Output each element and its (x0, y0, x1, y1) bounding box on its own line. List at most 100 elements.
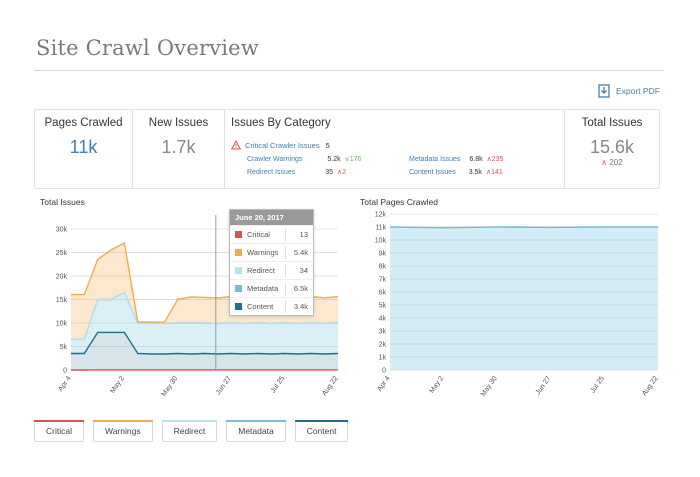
x-tick-label: May 30 (161, 375, 180, 398)
tooltip-row-value: 3.4k (293, 302, 308, 311)
category-delta: ∧2 (337, 169, 347, 176)
area-content (71, 332, 338, 370)
pages-crawled-chart-title: Total Pages Crawled (360, 197, 438, 207)
x-tick-label: Apr 4 (376, 375, 391, 393)
tooltip-row-value: 6.5k (293, 284, 308, 293)
y-tick-label: 9k (379, 251, 387, 258)
warnings-swatch (235, 249, 242, 256)
category-delta: ∧235 (486, 156, 504, 163)
tooltip-date: June 20, 2017 (230, 210, 313, 225)
total-issues-stat[interactable]: Total Issues 15.6k ∧ 202 (565, 110, 659, 188)
export-pdf-label: Export PDF (616, 86, 660, 96)
y-tick-label: 20k (56, 274, 68, 281)
x-tick-label: Jul 25 (590, 375, 607, 394)
y-tick-label: 11k (375, 225, 386, 232)
y-tick-label: 10k (56, 321, 68, 328)
legend-redirect[interactable]: Redirect (161, 420, 218, 442)
tooltip-row-redirect: Redirect 34 (230, 261, 313, 279)
line-content (71, 331, 339, 355)
line-pages-crawled (389, 226, 658, 229)
x-tick-label: Jun 27 (535, 375, 553, 396)
category-row-redirect-issues[interactable]: Redirect Issues 35 ∧2 (247, 168, 347, 177)
title-divider (34, 70, 664, 71)
x-tick-label: Aug 22 (641, 375, 660, 397)
y-tick-label: 8k (379, 264, 387, 271)
tooltip-row-metadata: Metadata 6.5k (230, 279, 313, 297)
y-tick-label: 0 (382, 368, 386, 375)
tooltip-row-content: Content 3.4k (230, 297, 313, 315)
critical-crawler-issues-value: 5 (325, 140, 330, 150)
y-tick-label: 4k (379, 316, 387, 323)
x-tick-label: May 30 (480, 375, 499, 398)
x-tick-label: Jun 27 (215, 375, 233, 396)
chevron-up-icon: ∧ (337, 169, 343, 176)
y-tick-label: 25k (56, 250, 68, 257)
category-row-metadata-issues[interactable]: Metadata Issues 6.8k ∧235 (409, 155, 504, 164)
download-pdf-icon (598, 84, 610, 98)
x-tick-label: Aug 22 (321, 375, 340, 397)
category-name: Metadata Issues (409, 155, 461, 163)
x-tick-label: May 2 (109, 375, 126, 395)
x-tick-label: May 2 (429, 375, 446, 395)
metadata-swatch (235, 285, 242, 292)
category-delta: ∨176 (344, 156, 362, 163)
y-tick-label: 1k (379, 355, 387, 362)
redirect-swatch (235, 267, 242, 274)
stats-panel: Pages Crawled 11k New Issues 1.7k Issues… (34, 109, 660, 189)
y-tick-label: 7k (379, 277, 387, 284)
critical-crawler-issues-link[interactable]: Critical Crawler Issues 5 (231, 140, 330, 150)
issues-by-category-stat: Issues By Category Critical Crawler Issu… (225, 110, 565, 188)
tooltip-row-critical: Critical 13 (230, 225, 313, 243)
chart-legend: Critical Warnings Redirect Metadata Cont… (34, 420, 349, 442)
tooltip-row-value: 5.4k (293, 248, 308, 257)
legend-critical[interactable]: Critical (34, 420, 84, 442)
category-row-crawler-warnings[interactable]: Crawler Warnings 5.2k ∨176 (247, 155, 362, 164)
chevron-up-icon: ∧ (601, 158, 608, 167)
pages-crawled-label: Pages Crawled (44, 117, 123, 129)
y-tick-label: 12k (375, 212, 387, 219)
legend-content[interactable]: Content (294, 420, 349, 442)
y-tick-label: 10k (375, 238, 387, 245)
total-issues-label: Total Issues (581, 117, 643, 129)
issues-by-category-label: Issues By Category (231, 117, 331, 129)
content-swatch (235, 303, 242, 310)
y-tick-label: 0 (63, 368, 67, 375)
x-tick-label: Apr 4 (57, 375, 72, 393)
new-issues-label: New Issues (148, 117, 209, 129)
category-value: 35 (325, 168, 334, 176)
y-tick-label: 30k (56, 227, 68, 234)
tooltip-row-value: 34 (299, 266, 308, 275)
category-name: Redirect Issues (247, 168, 296, 176)
pages-crawled-chart[interactable]: 0 1k 2k 3k 4k 5k 6k 7k 8k 9k 10k 11k 12k Apr 4 May 2 Ma… (375, 212, 660, 398)
legend-metadata[interactable]: Metadata (226, 420, 286, 442)
y-tick-label: 15k (56, 297, 68, 304)
total-issues-value: 15.6k (589, 137, 635, 157)
category-value: 5.2k (327, 155, 341, 163)
category-row-content-issues[interactable]: Content Issues 3.5k ∧141 (409, 168, 503, 177)
chart-tooltip: June 20, 2017 Critical 13 Warnings 5.4k … (229, 209, 314, 316)
legend-warnings[interactable]: Warnings (92, 420, 153, 442)
new-issues-value: 1.7k (161, 137, 196, 157)
chevron-down-icon: ∨ (344, 156, 350, 163)
y-tick-label: 2k (379, 342, 387, 349)
category-name: Content Issues (409, 168, 456, 176)
category-value: 6.8k (469, 155, 483, 163)
new-issues-stat[interactable]: New Issues 1.7k (133, 110, 225, 188)
category-name: Crawler Warnings (247, 155, 303, 163)
export-pdf-button[interactable]: Export PDF (598, 84, 660, 98)
tooltip-row-warnings: Warnings 5.4k (230, 243, 313, 261)
chevron-up-icon: ∧ (486, 156, 492, 163)
pages-crawled-value: 11k (69, 137, 98, 157)
tooltip-row-name: Critical (247, 230, 270, 239)
critical-swatch (235, 231, 242, 238)
category-value: 3.5k (468, 168, 482, 176)
y-tick-label: 5k (60, 344, 68, 351)
y-tick-label: 6k (379, 290, 387, 297)
tooltip-row-name: Warnings (247, 248, 279, 257)
x-tick-label: Jul 25 (270, 375, 287, 394)
tooltip-row-name: Content (247, 302, 274, 311)
tooltip-row-name: Redirect (247, 266, 275, 275)
y-tick-label: 5k (379, 303, 387, 310)
pages-crawled-stat[interactable]: Pages Crawled 11k (35, 110, 133, 188)
